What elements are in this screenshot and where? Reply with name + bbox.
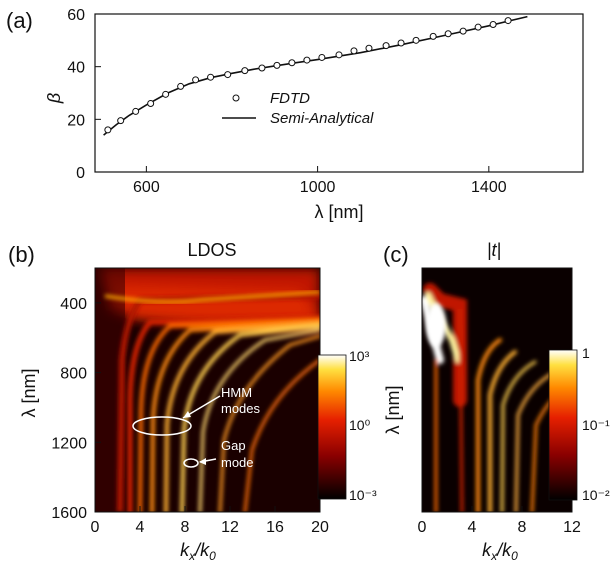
fdtd-point [412,36,420,44]
plot-b-ticks: 0 4 8 12 16 20 400 800 1200 1600 [51,296,329,536]
fdtd-point [459,27,467,35]
fdtd-point [350,47,358,55]
colorbar-b-tick-bottom: 10⁻³ [349,487,377,503]
series-fdtd-markers [104,17,512,134]
transmission-heatmap [422,268,572,512]
plot-b-xtick-label: 12 [221,519,239,536]
annotation-mode-label: mode [221,455,254,470]
plot-c-xtick-label: 4 [468,519,477,536]
annotation-hmm-modes: HMM modes [132,385,261,436]
colorbar-b: 10³ 10⁰ 10⁻³ [317,348,377,503]
plot-a-xtick-label: 1400 [471,179,507,196]
colorbar-c-tick-bottom: 10⁻² [582,487,610,503]
fdtd-point [117,117,125,125]
plot-a-xtick-label: 1000 [300,179,336,196]
fdtd-point [162,90,170,98]
plot-a-ytick-label: 20 [67,112,85,129]
fdtd-point [241,67,249,75]
colorbar-b-tick-top: 10³ [349,348,370,364]
annotation-modes-label: modes [221,401,261,416]
fdtd-point [397,39,405,47]
plot-c-ylabel: λ [nm] [383,385,403,434]
plot-b-xtick-label: 20 [311,519,329,536]
plot-b-ylabel: λ [nm] [19,368,39,417]
fdtd-point [474,23,482,31]
annotation-hmm-label: HMM [221,385,252,400]
colorbar-c: 1 10⁻¹ 10⁻² [548,345,610,503]
plot-a-xlabel: λ [nm] [314,202,363,222]
plot-a-ytick-label: 60 [67,7,85,24]
fdtd-point [318,53,326,61]
annotation-gap-mode: Gap mode [183,438,254,470]
fdtd-point [273,61,281,69]
fdtd-point [104,126,112,134]
plot-b-xtick-label: 4 [136,519,145,536]
panel-b-label: (b) [8,242,35,267]
plot-c-ticks: 0 4 8 12 [418,506,581,536]
plot-a-frame [94,13,584,173]
fdtd-point [382,42,390,50]
fdtd-point [303,56,311,64]
plot-a-ytick-label: 0 [76,165,85,182]
fdtd-point [335,51,343,59]
plot-b-ytick-label: 1600 [51,505,87,522]
plot-b-ytick-label: 400 [60,296,87,313]
fdtd-point [288,59,296,67]
fdtd-point [224,71,232,79]
fdtd-point [444,30,452,38]
colorbar-c-tick-mid: 10⁻¹ [582,417,610,433]
legend-fdtd-label: FDTD [270,90,310,107]
plot-a-xtick-label: 600 [133,179,160,196]
plot-b-ytick-label: 1200 [51,435,87,452]
plot-c-xlabel: kx/k0 [482,540,518,563]
colorbar-c-tick-top: 1 [582,345,590,361]
fdtd-point [365,44,373,52]
plot-b-xtick-label: 8 [181,519,190,536]
fdtd-point [429,32,437,40]
panel-b: (b) LDOS 0 4 8 12 16 20 400 800 1200 1600 [8,240,377,563]
fdtd-point [504,17,512,25]
legend: FDTD Semi-Analytical [222,90,374,127]
fdtd-point [147,100,155,108]
plot-b-title: LDOS [187,240,236,260]
plot-b-xlabel: kx/k0 [180,540,216,563]
plot-c-xtick-label: 8 [518,519,527,536]
panel-a: (a) 600 1000 1400 0 20 40 60 λ [nm] β FDTD Sem… [6,7,584,222]
plot-a-ylabel: β [44,93,64,104]
fdtd-point [258,64,266,72]
panel-a-label: (a) [6,8,33,33]
plot-c-xtick-label: 12 [563,519,581,536]
panel-c-label: (c) [383,242,409,267]
fdtd-point [192,76,200,84]
colorbar-b-tick-mid: 10⁰ [349,417,371,433]
annotation-gap-label: Gap [221,438,246,453]
plot-a-ticks: 600 1000 1400 0 20 40 60 [67,7,507,196]
legend-semi-analytical-label: Semi-Analytical [270,110,374,127]
legend-fdtd-marker [232,94,240,102]
fdtd-point [132,107,140,115]
plot-c-title: |t| [487,240,501,260]
plot-a-ytick-label: 40 [67,60,85,77]
plot-b-xtick-label: 16 [266,519,284,536]
fdtd-point [177,82,185,90]
fdtd-point [207,73,215,81]
ldos-heatmap [95,268,320,512]
fdtd-point [489,21,497,29]
plot-c-xtick-label: 0 [418,519,427,536]
plot-b-ytick-label: 800 [60,366,87,383]
panel-c: (c) |t| 0 4 8 12 λ [nm] kx/k0 [383,240,610,563]
plot-b-xtick-label: 0 [91,519,100,536]
